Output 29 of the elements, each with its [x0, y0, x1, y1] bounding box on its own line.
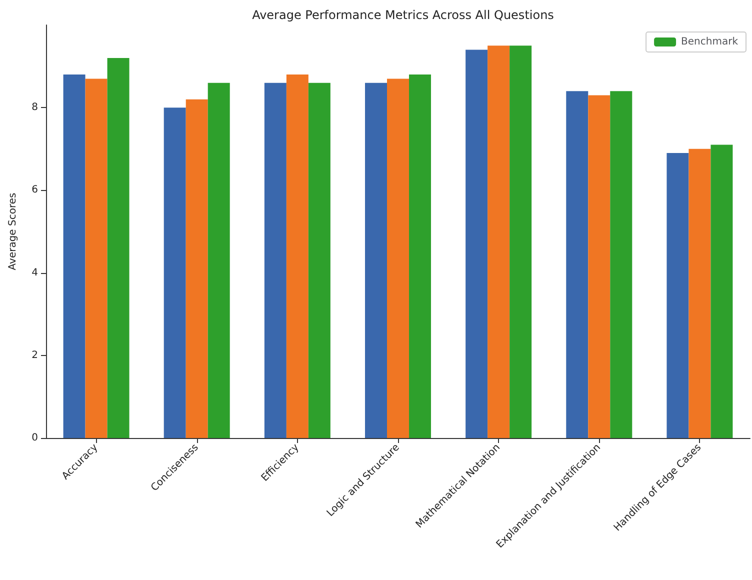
bar [710, 144, 733, 438]
bar [409, 74, 431, 438]
y-tick-label: 0 [32, 432, 38, 444]
bar [466, 50, 488, 438]
bar [208, 82, 230, 438]
bar [107, 58, 130, 438]
y-axis-title: Average Scores [8, 192, 18, 270]
bar [566, 91, 588, 438]
bar [85, 78, 108, 438]
bar [186, 99, 208, 438]
bar [308, 82, 330, 438]
y-tick-label: 2 [32, 350, 38, 361]
bar [666, 153, 689, 438]
bar [286, 74, 308, 438]
bar [264, 82, 286, 438]
y-tick-label: 6 [32, 184, 38, 196]
legend-label: Benchmark [681, 36, 738, 48]
y-tick-label: 4 [32, 267, 38, 278]
bar [510, 46, 532, 438]
bar [610, 91, 632, 438]
bar [387, 78, 409, 438]
bar [488, 46, 510, 438]
bar [63, 74, 86, 438]
bar [588, 95, 610, 438]
chart-title: Average Performance Metrics Across All Questions [252, 8, 554, 22]
y-tick-label: 8 [32, 102, 38, 114]
bar [688, 148, 711, 438]
bar [164, 108, 186, 438]
bar [365, 82, 387, 438]
